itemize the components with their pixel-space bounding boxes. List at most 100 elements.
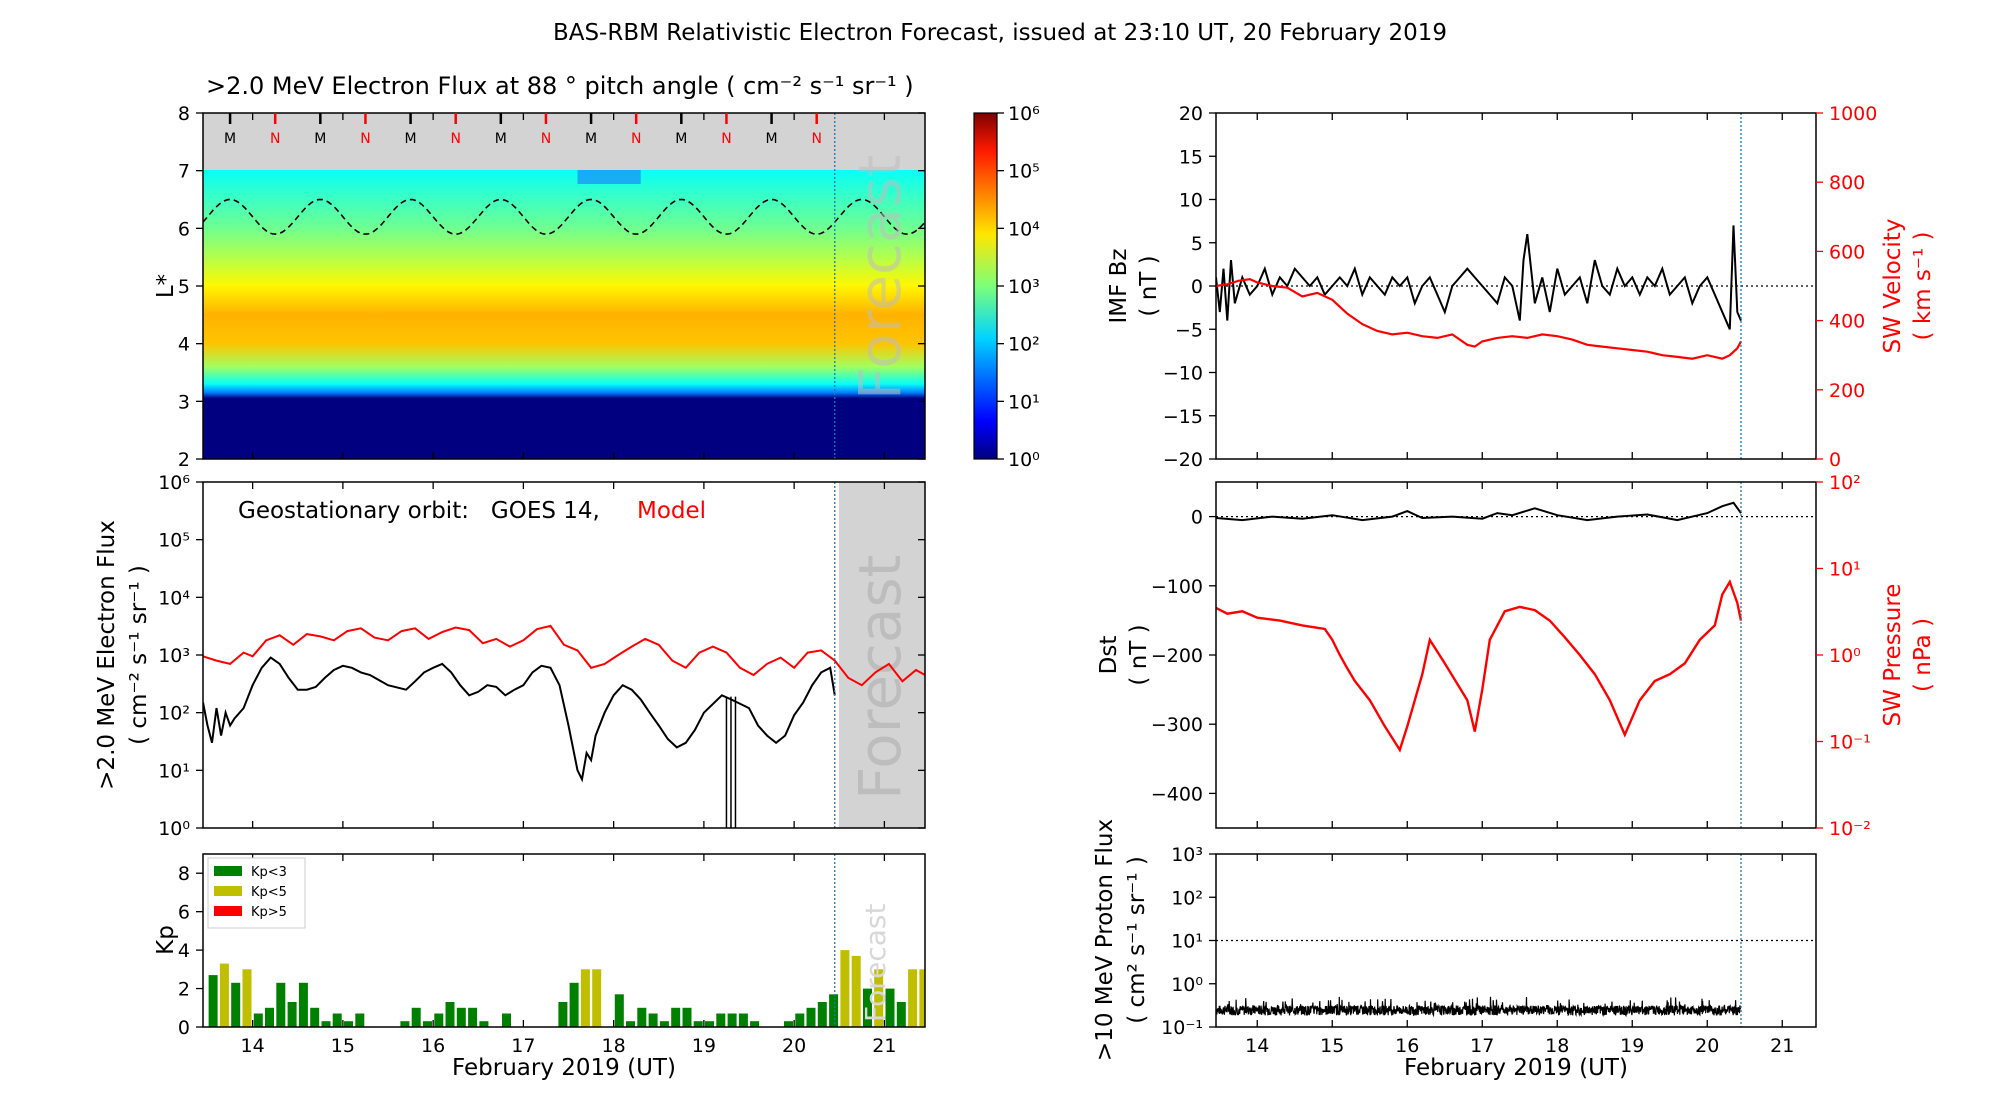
geo-flux-ytick-label: 10³ <box>158 645 190 667</box>
proton-xtick-label: 21 <box>1770 1035 1794 1057</box>
mn-marker-label: N <box>270 131 280 147</box>
kp-xtick-label: 15 <box>331 1035 355 1057</box>
flux-map-panel: >2.0 MeV Electron Flux at 88 ° pitch ang… <box>153 72 926 471</box>
kp-bar <box>716 1013 726 1027</box>
flux-map-heat-area <box>203 170 925 459</box>
kp-bar <box>242 969 252 1027</box>
imf-ytick-label: 20 <box>1179 103 1203 125</box>
kp-bar <box>344 1021 353 1027</box>
sw-pressure-ytick-label: 10² <box>1829 472 1861 494</box>
flux-map-forecast-label: Forecast <box>846 155 914 400</box>
proton-xtick-label: 19 <box>1620 1035 1644 1057</box>
kp-bar <box>659 1021 669 1027</box>
imf-ytick-label: −15 <box>1163 406 1203 428</box>
kp-legend-swatch-low <box>214 866 242 876</box>
geo-flux-ytick-label: 10⁰ <box>158 818 190 840</box>
kp-bar <box>840 950 850 1027</box>
imf-ytick-label: −10 <box>1163 363 1203 385</box>
flux-map-ytick-label: 7 <box>178 161 190 183</box>
kp-bar <box>276 982 286 1027</box>
dst-ytick-label: −400 <box>1151 783 1203 805</box>
sw-velocity-ytick-label: 600 <box>1829 241 1865 263</box>
proton-xlabel: February 2019 (UT) <box>1404 1055 1628 1081</box>
proton-xtick-label: 16 <box>1395 1035 1419 1057</box>
proton-ytick-label: 10³ <box>1171 844 1203 866</box>
mn-marker-label: M <box>495 131 507 147</box>
dst-frame <box>1215 481 1817 829</box>
geo-forecast-label: Forecast <box>846 555 914 800</box>
colorbar-tick-label: 10⁴ <box>1008 218 1040 240</box>
proton-ylabel: >10 MeV Proton Flux <box>1092 819 1118 1061</box>
flux-map-ylabel: L* <box>153 274 179 298</box>
kp-xtick-label: 20 <box>782 1035 806 1057</box>
kp-ytick-label: 6 <box>178 902 190 924</box>
mn-marker-label: N <box>721 131 731 147</box>
kp-bar <box>919 969 925 1027</box>
kp-bar <box>411 1007 421 1027</box>
sw-velocity-ytick-label: 800 <box>1829 172 1865 194</box>
kp-bar <box>219 963 229 1027</box>
sw-velocity-ylabel: SW Velocity <box>1880 219 1906 354</box>
kp-legend-high: Kp>5 <box>251 905 287 920</box>
mn-marker-label: M <box>224 131 236 147</box>
kp-bar <box>208 975 218 1027</box>
kp-legend-swatch-mid <box>214 886 242 896</box>
mn-marker-label: N <box>541 131 551 147</box>
kp-xlabel: February 2019 (UT) <box>452 1055 676 1081</box>
sw-pressure-ytick-label: 10⁻¹ <box>1829 732 1871 754</box>
kp-bar <box>750 1021 760 1027</box>
dst-ytick-label: −300 <box>1151 714 1203 736</box>
kp-bar <box>626 1021 635 1027</box>
kp-xtick-label: 21 <box>872 1035 896 1057</box>
flux-map-ytick-label: 5 <box>178 276 190 298</box>
kp-bar <box>434 1013 444 1027</box>
geo-annotation-prefix: Geostationary orbit: GOES 14, <box>238 498 607 524</box>
magnetopause-dashed-line <box>203 198 925 235</box>
mn-marker-label: N <box>631 131 641 147</box>
imf-ylabel: IMF Bz <box>1106 248 1132 323</box>
kp-bar <box>874 969 884 1027</box>
kp-bar <box>738 1013 748 1027</box>
kp-legend-swatch-high <box>214 906 242 916</box>
proton-xtick-label: 14 <box>1245 1035 1269 1057</box>
mn-marker-label: M <box>405 131 417 147</box>
goes-flux-line <box>203 656 836 783</box>
colorbar-gradient <box>973 112 998 460</box>
imf-ytick-label: 0 <box>1191 276 1203 298</box>
proton-xtick-label: 18 <box>1545 1035 1569 1057</box>
kp-bar <box>423 1021 432 1027</box>
kp-xtick-label: 14 <box>241 1035 265 1057</box>
kp-forecast-label: Forecast <box>859 903 892 1022</box>
proton-xtick-label: 20 <box>1695 1035 1719 1057</box>
kp-bar <box>885 988 895 1027</box>
kp-ytick-label: 2 <box>178 979 190 1001</box>
kp-bar <box>705 1021 714 1027</box>
kp-bar <box>580 969 590 1027</box>
kp-frame <box>202 853 926 1028</box>
dst-line <box>1216 501 1742 522</box>
geo-flux-ytick-label: 10⁴ <box>158 587 190 609</box>
kp-xtick-label: 18 <box>602 1035 626 1057</box>
geo-flux-frame <box>202 481 926 829</box>
mn-marker-label: M <box>585 131 597 147</box>
kp-bar <box>355 1013 365 1027</box>
kp-bar <box>863 988 872 1027</box>
kp-bar <box>851 955 861 1027</box>
kp-bar <box>795 1013 805 1027</box>
proton-flux-line <box>1216 996 1742 1018</box>
kp-bar <box>806 1007 816 1027</box>
mn-marker-label: N <box>450 131 460 147</box>
geo-flux-ytick-label: 10⁵ <box>158 530 190 552</box>
flux-map-ytick-label: 4 <box>178 334 190 356</box>
kp-legend-low: Kp<3 <box>251 865 287 880</box>
kp-bar <box>784 1021 793 1027</box>
kp-bar <box>682 1007 692 1027</box>
dst-panel: −400 −300 −200 −100 0 10⁻² 10⁻¹ 10⁰ 10¹ 10² Dst (… <box>1096 472 1936 840</box>
dst-yunits: ( nT ) <box>1126 624 1152 685</box>
sw-velocity-ytick-label: 0 <box>1829 449 1841 471</box>
sw-pressure-ytick-label: 10⁰ <box>1829 645 1861 667</box>
colorbar-tick-label: 10⁵ <box>1008 161 1040 183</box>
mn-marker-label: M <box>314 131 326 147</box>
mn-marker-label: M <box>675 131 687 147</box>
